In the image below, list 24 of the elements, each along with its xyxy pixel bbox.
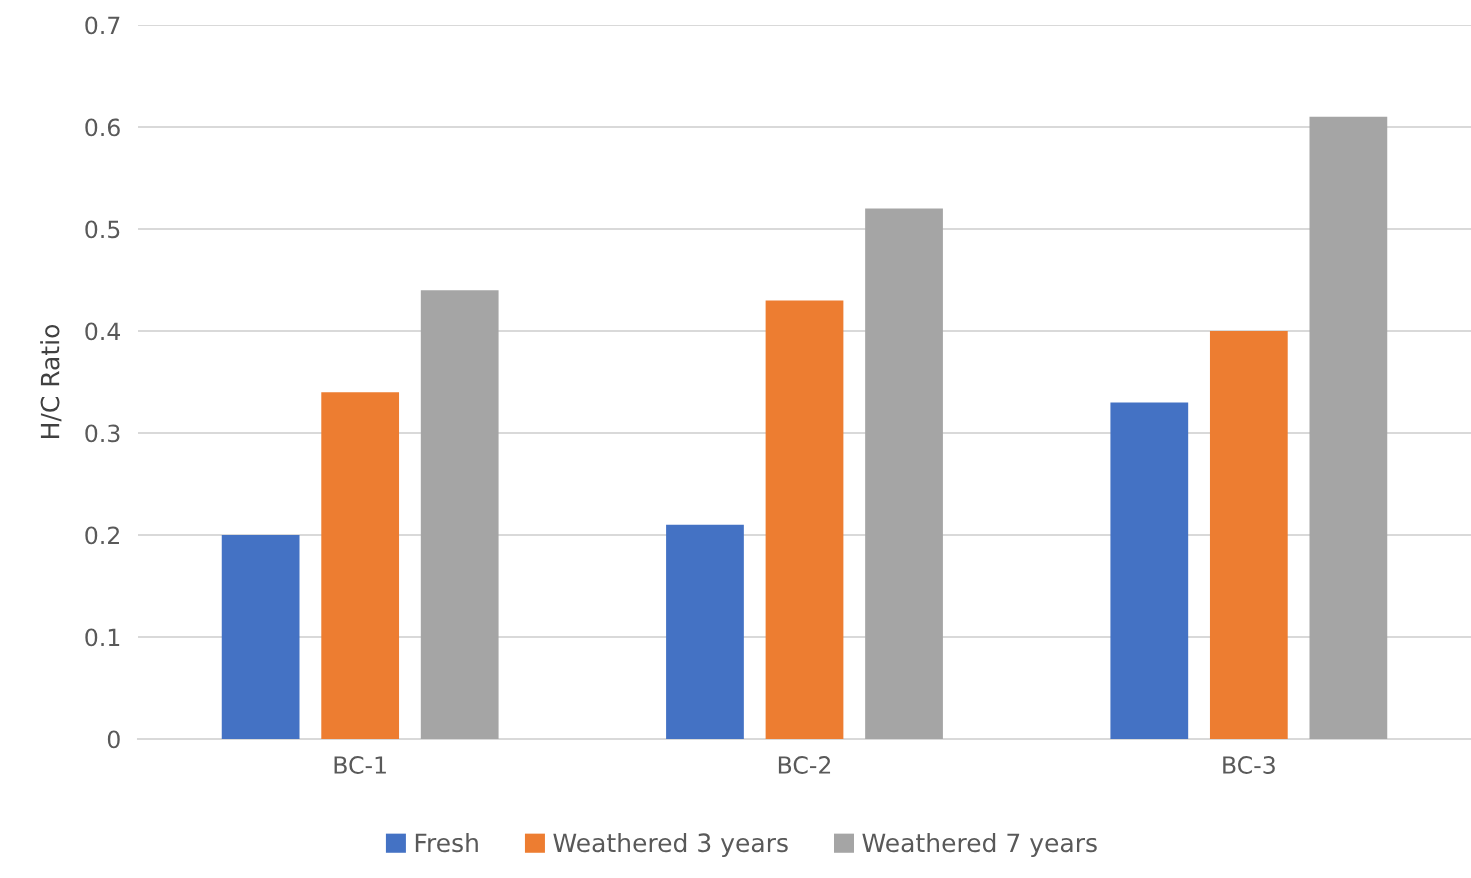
legend-label: Fresh bbox=[415, 832, 478, 853]
y-tick-label: 0.1 bbox=[85, 628, 120, 647]
y-tick-label: 0 bbox=[107, 730, 120, 749]
x-tick-label: BC-3 bbox=[1223, 756, 1275, 774]
y-tick-label: 0.3 bbox=[85, 424, 120, 443]
bar bbox=[765, 300, 844, 739]
x-tick-label: BC-2 bbox=[778, 756, 831, 774]
bar bbox=[420, 290, 499, 739]
bar bbox=[1309, 116, 1388, 739]
bar bbox=[321, 392, 400, 739]
bar bbox=[666, 524, 744, 739]
y-tick-label: 0.5 bbox=[85, 220, 120, 239]
bar bbox=[865, 208, 943, 739]
x-tick-label: BC-1 bbox=[334, 756, 386, 774]
bar bbox=[1209, 331, 1288, 739]
y-axis-title: H/C Ratio bbox=[40, 324, 62, 438]
legend-label: Weathered 7 years bbox=[862, 832, 1097, 858]
y-tick-label: 0.7 bbox=[85, 16, 120, 35]
y-tick-label: 0.4 bbox=[85, 322, 121, 341]
bar bbox=[1110, 402, 1189, 739]
legend-label: Weathered 3 years bbox=[553, 832, 788, 858]
y-tick-label: 0.6 bbox=[85, 118, 120, 137]
y-tick-label: 0.2 bbox=[85, 526, 119, 545]
bar bbox=[221, 535, 300, 739]
